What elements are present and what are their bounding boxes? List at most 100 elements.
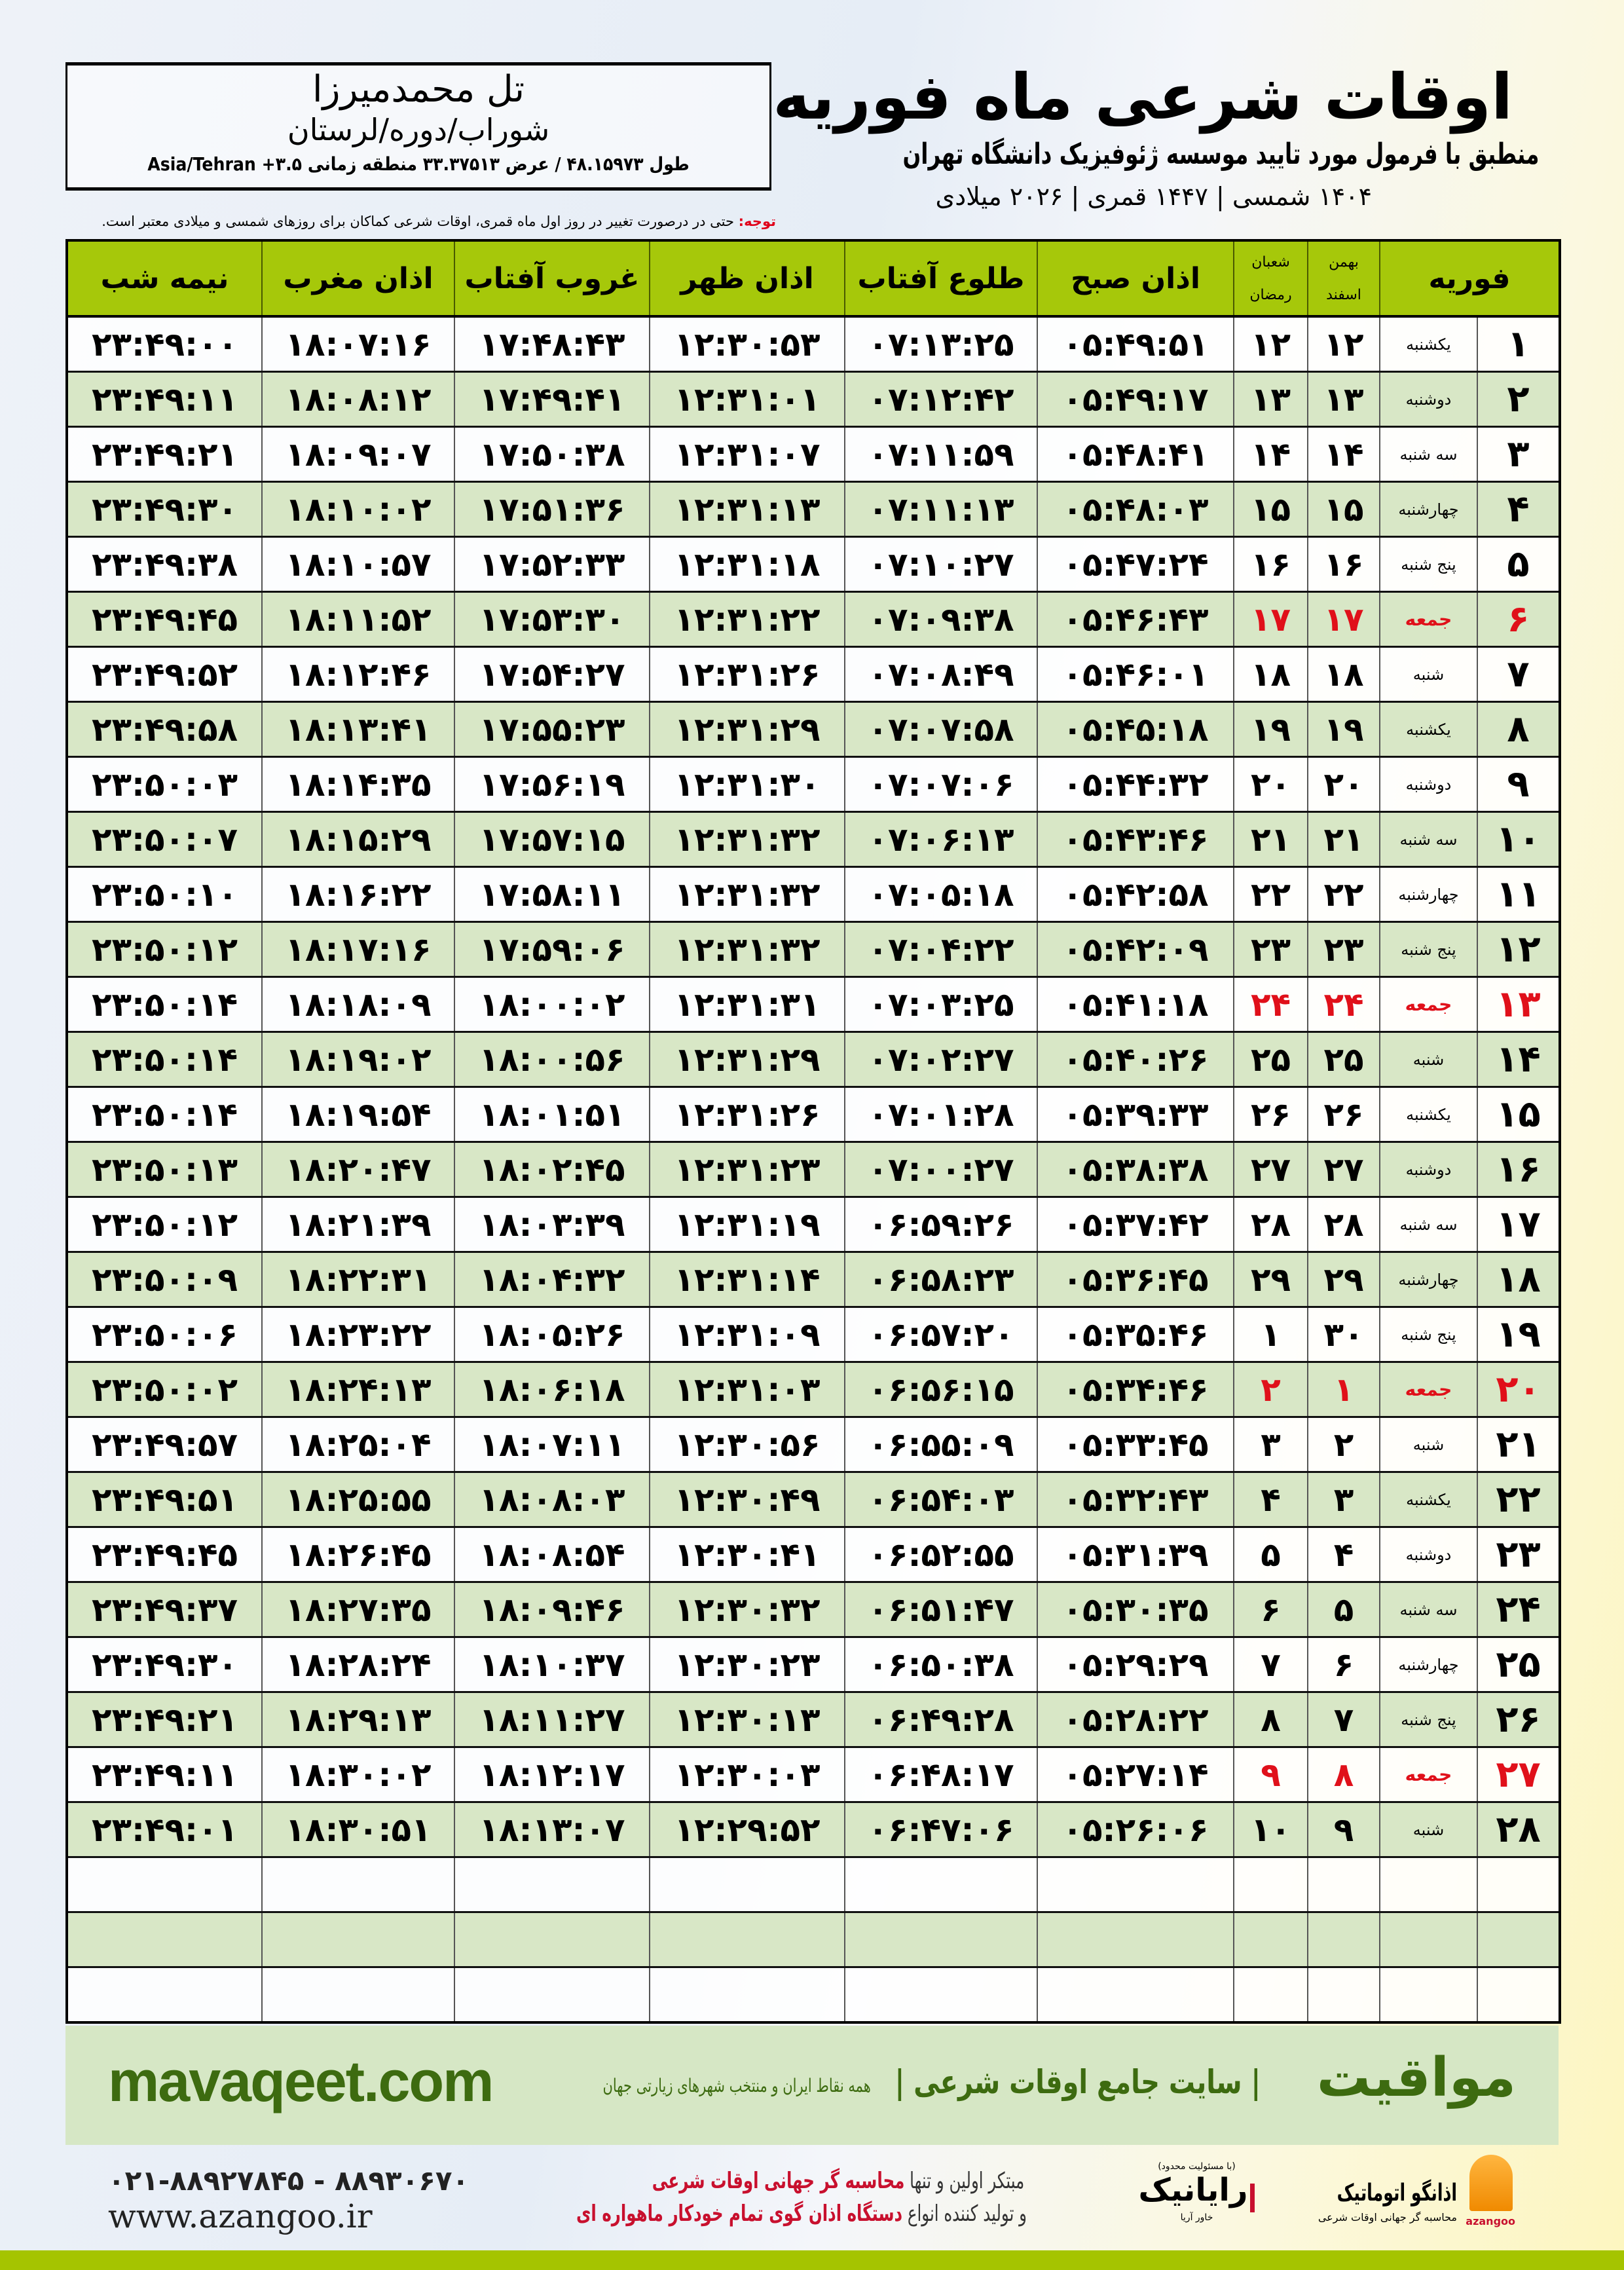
solar-top: بهمن <box>1329 253 1359 270</box>
time-nime-shab: ۲۳:۴۹:۴۵ <box>66 1526 263 1583</box>
table-body: ۲۳:۴۹:۰۰ ۱۸:۰۷:۱۶ ۱۷:۴۸:۴۳ ۱۲:۳۰:۵۳ ۰۷:۱۳:۲۵… <box>66 316 1560 2024</box>
weekday: شنبه <box>1379 646 1478 703</box>
solar-day: ۸ <box>1307 1746 1380 1803</box>
time-ghurub: ۱۸:۰۰:۵۶ <box>454 1031 650 1088</box>
time-tulu: ۰۷:۰۴:۲۲ <box>844 921 1038 978</box>
time-nime-shab: ۲۳:۵۰:۱۴ <box>66 976 263 1033</box>
site-url[interactable]: mavaqeet.com <box>108 2049 494 2113</box>
time-maghrib: ۱۸:۳۰:۰۲ <box>261 1746 455 1803</box>
solar-day: ۱۹ <box>1307 701 1380 758</box>
time-maghrib: ۱۸:۱۸:۰۹ <box>261 976 455 1033</box>
time-ghurub: ۱۸:۱۱:۲۷ <box>454 1691 650 1748</box>
empty-cell <box>844 1911 1038 1968</box>
time-maghrib: ۱۸:۱۹:۰۲ <box>261 1031 455 1088</box>
time-maghrib: ۱۸:۱۵:۲۹ <box>261 811 455 868</box>
weekday: پنج شنبه <box>1379 1691 1478 1748</box>
azangoo-en: azangoo <box>1466 2215 1515 2227</box>
day-of-month: ۱۶ <box>1477 1141 1560 1198</box>
day-of-month: ۱۰ <box>1477 811 1560 868</box>
empty-cell <box>454 1856 650 1913</box>
time-tulu: ۰۷:۱۰:۲۷ <box>844 536 1038 593</box>
time-subh: ۰۵:۴۶:۴۳ <box>1037 591 1234 648</box>
promo-line2-b: دستگاه اذان گوی تمام خودکار ماهواره ای <box>576 2201 903 2227</box>
table-row: ۲۳:۴۹:۴۵ ۱۸:۱۱:۵۲ ۱۷:۵۳:۳۰ ۱۲:۳۱:۲۲ ۰۷:۰۹:۳۸… <box>66 591 1560 648</box>
weekday: جمعه <box>1379 1361 1478 1418</box>
day-of-month: ۹ <box>1477 756 1560 813</box>
time-maghrib: ۱۸:۲۵:۰۴ <box>261 1416 455 1473</box>
promo-text: مبتکر اولین و تنها محاسبه گر جهانی اوقات… <box>576 2165 1100 2230</box>
azangoo-sub: محاسبه گر جهانی اوقات شرعی <box>1318 2211 1457 2223</box>
time-subh: ۰۵:۴۳:۴۶ <box>1037 811 1234 868</box>
lunar-day: ۳ <box>1233 1416 1308 1473</box>
time-nime-shab: ۲۳:۵۰:۰۲ <box>66 1361 263 1418</box>
solar-day: ۲۷ <box>1307 1141 1380 1198</box>
time-maghrib: ۱۸:۱۶:۲۲ <box>261 866 455 923</box>
lunar-day: ۱۲ <box>1233 316 1308 373</box>
time-zuhr: ۱۲:۳۱:۰۹ <box>649 1306 845 1363</box>
time-maghrib: ۱۸:۲۵:۵۵ <box>261 1471 455 1528</box>
day-of-month: ۱ <box>1477 316 1560 373</box>
time-maghrib: ۱۸:۳۰:۵۱ <box>261 1801 455 1858</box>
time-maghrib: ۱۸:۲۳:۲۲ <box>261 1306 455 1363</box>
day-of-month: ۱۳ <box>1477 976 1560 1033</box>
weekday: چهارشنبه <box>1379 1636 1478 1693</box>
time-nime-shab: ۲۳:۵۰:۰۹ <box>66 1251 263 1308</box>
empty-cell <box>1379 1911 1478 1968</box>
time-tulu: ۰۷:۱۱:۱۳ <box>844 481 1038 538</box>
empty-cell <box>844 1966 1038 2024</box>
day-of-month: ۷ <box>1477 646 1560 703</box>
time-subh: ۰۵:۴۹:۵۱ <box>1037 316 1234 373</box>
time-zuhr: ۱۲:۳۰:۳۲ <box>649 1581 845 1638</box>
time-tulu: ۰۷:۱۱:۵۹ <box>844 426 1038 483</box>
time-tulu: ۰۷:۰۹:۳۸ <box>844 591 1038 648</box>
table-row: ۲۳:۵۰:۱۴ ۱۸:۱۸:۰۹ ۱۸:۰۰:۰۲ ۱۲:۳۱:۳۱ ۰۷:۰۳:۲۵… <box>66 976 1560 1033</box>
empty-cell <box>1307 1966 1380 2024</box>
lunar-day: ۱۴ <box>1233 426 1308 483</box>
table-row: ۲۳:۴۹:۵۲ ۱۸:۱۲:۴۶ ۱۷:۵۴:۲۷ ۱۲:۳۱:۲۶ ۰۷:۰۸:۴۹… <box>66 646 1560 703</box>
time-ghurub: ۱۷:۴۹:۴۱ <box>454 371 650 428</box>
time-maghrib: ۱۸:۱۲:۴۶ <box>261 646 455 703</box>
day-of-month: ۲۶ <box>1477 1691 1560 1748</box>
time-nime-shab: ۲۳:۵۰:۱۴ <box>66 1031 263 1088</box>
time-tulu: ۰۶:۵۰:۳۸ <box>844 1636 1038 1693</box>
header-tulu: طلوع آفتاب <box>844 240 1037 318</box>
time-nime-shab: ۲۳:۵۰:۰۶ <box>66 1306 263 1363</box>
time-zuhr: ۱۲:۳۱:۲۹ <box>649 701 845 758</box>
empty-cell <box>261 1856 455 1913</box>
lunar-day: ۲ <box>1233 1361 1308 1418</box>
time-nime-shab: ۲۳:۴۹:۳۸ <box>66 536 263 593</box>
empty-cell <box>1477 1856 1560 1913</box>
header-month: فوریه <box>1379 240 1560 318</box>
empty-cell <box>649 1856 845 1913</box>
day-of-month: ۱۵ <box>1477 1086 1560 1143</box>
empty-cell <box>261 1911 455 1968</box>
lunar-day: ۴ <box>1233 1471 1308 1528</box>
table-row: ۲۳:۴۹:۳۰ ۱۸:۲۸:۲۴ ۱۸:۱۰:۳۷ ۱۲:۳۰:۲۳ ۰۶:۵۰:۳۸… <box>66 1636 1560 1693</box>
solar-day: ۲۹ <box>1307 1251 1380 1308</box>
weekday: پنج شنبه <box>1379 921 1478 978</box>
solar-day: ۲۸ <box>1307 1196 1380 1253</box>
time-maghrib: ۱۸:۱۹:۵۴ <box>261 1086 455 1143</box>
time-maghrib: ۱۸:۲۴:۱۳ <box>261 1361 455 1418</box>
time-nime-shab: ۲۳:۴۹:۳۰ <box>66 1636 263 1693</box>
time-subh: ۰۵:۲۸:۲۲ <box>1037 1691 1234 1748</box>
solar-day: ۱۷ <box>1307 591 1380 648</box>
header-lunar-month: شعبان رمضان <box>1233 240 1308 318</box>
weekday: چهارشنبه <box>1379 1251 1478 1308</box>
azangoo-url[interactable]: www.azangoo.ir <box>108 2197 373 2235</box>
table-row: ۲۳:۴۹:۲۱ ۱۸:۰۹:۰۷ ۱۷:۵۰:۳۸ ۱۲:۳۱:۰۷ ۰۷:۱۱:۵۹… <box>66 426 1560 483</box>
solar-day: ۱ <box>1307 1361 1380 1418</box>
promo-line1-b: محاسبه گر جهانی اوقات شرعی <box>652 2168 905 2194</box>
time-nime-shab: ۲۳:۴۹:۳۰ <box>66 481 263 538</box>
time-tulu: ۰۷:۰۷:۵۸ <box>844 701 1038 758</box>
note-text: حتی در درصورت تغییر در روز اول ماه قمری،… <box>101 214 739 229</box>
weekday: سه شنبه <box>1379 811 1478 868</box>
time-zuhr: ۱۲:۳۱:۲۹ <box>649 1031 845 1088</box>
solar-day: ۶ <box>1307 1636 1380 1693</box>
time-nime-shab: ۲۳:۴۹:۰۰ <box>66 316 263 373</box>
time-maghrib: ۱۸:۱۰:۰۲ <box>261 481 455 538</box>
lunar-day: ۶ <box>1233 1581 1308 1638</box>
lunar-day: ۲۸ <box>1233 1196 1308 1253</box>
time-tulu: ۰۷:۰۰:۲۷ <box>844 1141 1038 1198</box>
day-of-month: ۱۷ <box>1477 1196 1560 1253</box>
